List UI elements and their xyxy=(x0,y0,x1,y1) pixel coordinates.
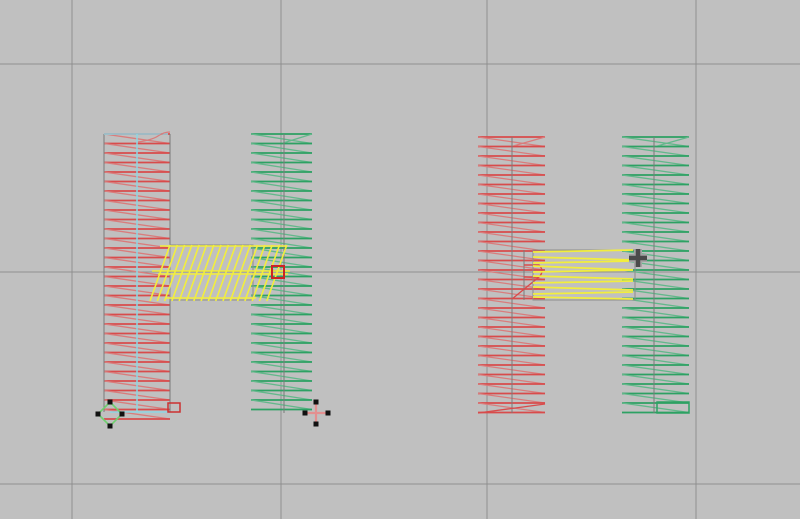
start-marker-green-diamond[interactable] xyxy=(96,400,124,428)
right-h-green-column-stitches[interactable] xyxy=(621,136,690,414)
right-h-red-bottom-cross-stitch xyxy=(477,403,546,414)
left-h-red-top-curve xyxy=(137,131,171,143)
left-h-crossbar-outline xyxy=(169,244,254,301)
stitch-point-marker-red-square[interactable] xyxy=(271,265,285,279)
left-h-crossbar-fill-stitches[interactable] xyxy=(149,244,288,302)
crosshair-cursor xyxy=(629,249,647,267)
end-marker-handles[interactable] xyxy=(302,399,331,427)
left-h-red-bottom-rect xyxy=(167,402,181,413)
left-h-green-column-stitches[interactable] xyxy=(250,133,313,411)
end-marker-salmon-cross[interactable] xyxy=(304,401,329,425)
right-h-crossbar-fill-stitches[interactable] xyxy=(532,249,634,300)
right-h-green-bottom-rect xyxy=(656,401,690,414)
right-h-crossbar-outline xyxy=(532,249,636,301)
start-marker-handles[interactable] xyxy=(95,399,125,429)
left-h-crossbar-travel-stitches xyxy=(152,245,290,299)
right-h-red-center-line xyxy=(511,137,525,413)
